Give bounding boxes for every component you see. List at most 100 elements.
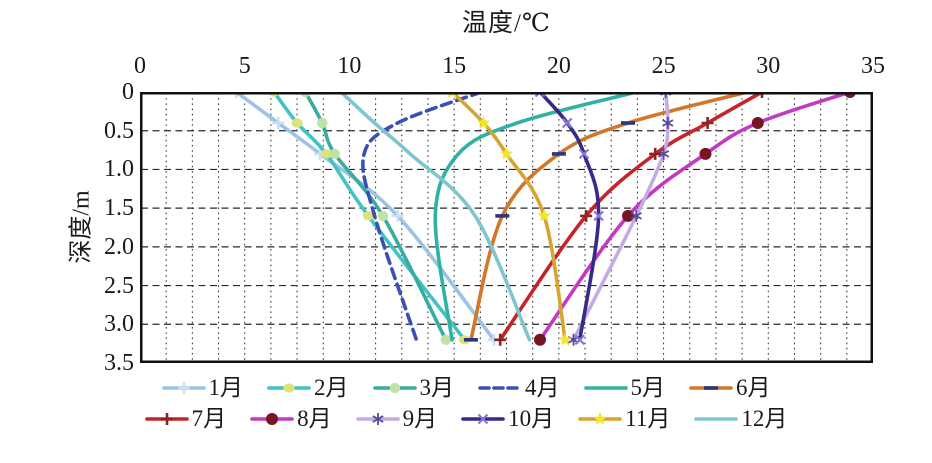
series-marker-10月: [561, 117, 573, 129]
x-tick-label: 30: [756, 53, 781, 79]
series-marker-1月: [272, 117, 285, 129]
series-marker-7月: [649, 147, 662, 160]
legend-swatch-3月: [372, 382, 417, 394]
series-line-11月: [450, 92, 567, 342]
legend: 1月 2月 3月 4月 5月 6月 7月 8月 9月 10月 11月 12月: [0, 373, 932, 434]
series-marker-1月: [391, 209, 404, 222]
legend-label: 1月: [208, 375, 244, 400]
legend-label: 9月: [402, 406, 438, 431]
series-marker-2月: [362, 211, 374, 221]
series-marker-11月: [558, 332, 572, 346]
y-tick-label: 2.0: [104, 233, 134, 260]
y-tick-label: 0.5: [104, 117, 134, 144]
series-marker-8月: [751, 117, 764, 129]
legend-swatch-10月: [461, 413, 505, 425]
legend-swatch-1月: [161, 382, 206, 394]
series-line-1月: [234, 92, 496, 342]
series-marker-8月: [699, 147, 712, 160]
legend-item-8月: 8月: [250, 404, 332, 434]
legend-swatch-7月: [144, 413, 189, 425]
x-tick-label: 35: [861, 53, 885, 79]
plot-area: [140, 92, 873, 363]
legend-item-2月: 2月: [267, 373, 349, 403]
legend-item-3月: 3月: [372, 373, 455, 403]
series-marker-7月: [756, 92, 768, 98]
series-marker-10月: [534, 92, 546, 98]
legend-item-1月: 1月: [161, 373, 244, 403]
legend-swatch-8月: [250, 413, 294, 425]
series-marker-9月: [662, 117, 674, 129]
legend-row: 1月 2月 3月 4月 5月 6月: [161, 373, 771, 403]
series-line-6月: [469, 92, 750, 342]
legend-item-9月: 9月: [355, 404, 438, 434]
legend-swatch-9月: [355, 413, 400, 425]
x-tick-label: 15: [442, 53, 467, 79]
legend-item-7月: 7月: [144, 404, 227, 434]
legend-label: 6月: [736, 375, 771, 400]
legend-swatch-4月: [478, 386, 522, 390]
y-tick-label: 1.5: [104, 195, 134, 222]
legend-item-12月: 12月: [694, 404, 787, 434]
legend-label: 3月: [419, 375, 455, 400]
y-tick-label: 3.5: [104, 350, 134, 376]
x-tick-label: 20: [546, 53, 571, 79]
legend-item-11月: 11月: [578, 404, 670, 434]
legend-swatch-12月: [694, 417, 739, 421]
legend-label: 11月: [625, 406, 671, 431]
legend-label: 10月: [508, 406, 555, 431]
x-tick-label: 10: [337, 53, 362, 79]
y-tick-label: 0: [122, 79, 134, 105]
series-marker-3月: [440, 334, 451, 345]
legend-label: 8月: [297, 406, 332, 431]
x-tick-label: 5: [238, 53, 251, 79]
series-line-12月: [339, 92, 532, 342]
series-marker-2月: [320, 149, 332, 159]
legend-swatch-11月: [578, 412, 622, 425]
series-marker-7月: [494, 333, 507, 346]
series-marker-3月: [317, 117, 328, 129]
series-marker-8月: [534, 333, 546, 346]
series-line-4月: [361, 92, 484, 342]
y-tick-label: 2.5: [104, 272, 134, 299]
series-marker-11月: [537, 208, 551, 222]
series-marker-10月: [574, 334, 586, 346]
legend-swatch-5月: [583, 386, 628, 390]
series-marker-3月: [329, 148, 340, 160]
legend-swatch-2月: [267, 383, 311, 393]
y-tick-label: 3.0: [104, 311, 134, 338]
y-tick-label: 1.0: [104, 156, 134, 183]
legend-item-6月: 6月: [689, 373, 771, 403]
series-line-10月: [538, 92, 601, 342]
series-line-3月: [303, 92, 448, 342]
series-marker-10月: [593, 210, 604, 222]
legend-row: 7月 8月 9月 10月 11月 12月: [144, 404, 787, 434]
x-tick-label: 0: [134, 53, 146, 79]
series-marker-9月: [630, 209, 642, 222]
series-line-7月: [498, 92, 764, 342]
legend-label: 5月: [630, 375, 666, 400]
legend-swatch-6月: [689, 386, 733, 390]
series-line-5月: [433, 92, 639, 342]
series-marker-11月: [476, 116, 491, 129]
series-marker-1月: [230, 92, 243, 98]
series-marker-8月: [622, 209, 634, 222]
plot-border: [140, 92, 873, 363]
x-tick-label: 25: [651, 53, 676, 79]
series-marker-3月: [377, 210, 389, 222]
series-marker-7月: [580, 209, 593, 222]
series-marker-9月: [657, 147, 670, 160]
legend-label: 2月: [314, 375, 349, 400]
series-marker-2月: [291, 118, 303, 128]
series-marker-10月: [578, 148, 590, 160]
series-marker-11月: [499, 146, 514, 160]
legend-item-4月: 4月: [478, 373, 560, 403]
series-marker-7月: [701, 117, 714, 129]
legend-label: 4月: [525, 375, 560, 400]
legend-label: 7月: [191, 406, 227, 431]
series-line-8月: [538, 92, 852, 342]
legend-label: 12月: [741, 406, 788, 431]
chart-title: 温度/℃: [462, 10, 551, 37]
legend-item-5月: 5月: [583, 373, 666, 403]
series-line-9月: [571, 92, 670, 342]
